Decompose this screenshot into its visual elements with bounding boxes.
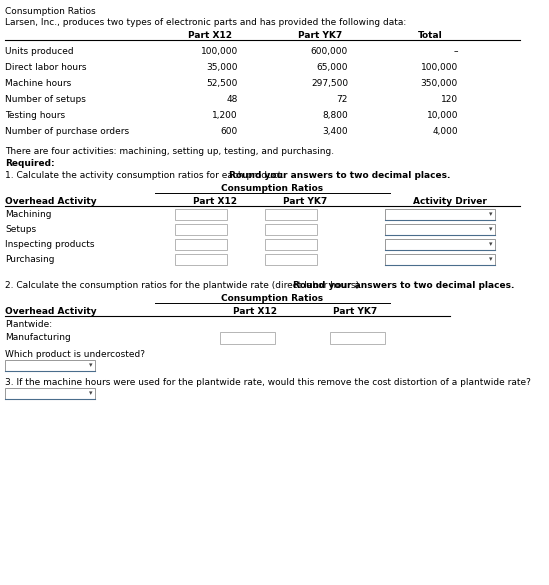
Text: Machining: Machining [5, 210, 52, 219]
Text: 52,500: 52,500 [206, 79, 238, 88]
Text: Inspecting products: Inspecting products [5, 240, 94, 249]
Text: Consumption Ratios: Consumption Ratios [221, 184, 323, 193]
Text: Units produced: Units produced [5, 47, 74, 56]
Text: 600,000: 600,000 [311, 47, 348, 56]
Text: ▾: ▾ [489, 212, 492, 218]
Text: 48: 48 [227, 95, 238, 104]
Text: Part YK7: Part YK7 [283, 197, 327, 206]
Text: 3,400: 3,400 [322, 127, 348, 136]
Text: 3. If the machine hours were used for the plantwide rate, would this remove the : 3. If the machine hours were used for th… [5, 378, 531, 387]
Bar [175, 209, 227, 220]
Text: 65,000: 65,000 [317, 63, 348, 72]
Text: 100,000: 100,000 [201, 47, 238, 56]
Bar [385, 239, 495, 250]
Text: ▾: ▾ [88, 391, 92, 397]
Text: Part X12: Part X12 [233, 307, 277, 316]
Text: Plantwide:: Plantwide: [5, 320, 52, 329]
Text: 1. Calculate the activity consumption ratios for each product.: 1. Calculate the activity consumption ra… [5, 171, 287, 180]
Bar [265, 209, 317, 220]
Text: Round your answers to two decimal places.: Round your answers to two decimal places… [228, 171, 450, 180]
Text: 120: 120 [441, 95, 458, 104]
Text: Overhead Activity: Overhead Activity [5, 307, 97, 316]
Bar [265, 224, 317, 235]
Bar [330, 332, 385, 344]
Text: Overhead Activity: Overhead Activity [5, 197, 97, 206]
Bar [5, 388, 95, 399]
Bar [175, 224, 227, 235]
Text: 8,800: 8,800 [322, 111, 348, 120]
Text: 4,000: 4,000 [433, 127, 458, 136]
Text: Purchasing: Purchasing [5, 255, 54, 264]
Text: ▾: ▾ [489, 256, 492, 263]
Text: 100,000: 100,000 [421, 63, 458, 72]
Text: 297,500: 297,500 [311, 79, 348, 88]
Bar [5, 360, 95, 371]
Text: ▾: ▾ [489, 226, 492, 232]
Text: Part YK7: Part YK7 [333, 307, 377, 316]
Text: Required:: Required: [5, 159, 54, 168]
Text: 2. Calculate the consumption ratios for the plantwide rate (direct labor hours).: 2. Calculate the consumption ratios for … [5, 281, 365, 290]
Bar [385, 209, 495, 220]
Text: 35,000: 35,000 [206, 63, 238, 72]
Text: 1,200: 1,200 [212, 111, 238, 120]
Text: Consumption Ratios: Consumption Ratios [5, 7, 96, 16]
Text: Number of setups: Number of setups [5, 95, 86, 104]
Bar [385, 254, 495, 265]
Bar [265, 239, 317, 250]
Text: ▾: ▾ [489, 242, 492, 247]
Text: Larsen, Inc., produces two types of electronic parts and has provided the follow: Larsen, Inc., produces two types of elec… [5, 18, 406, 27]
Bar [220, 332, 275, 344]
Bar [265, 254, 317, 265]
Text: –: – [453, 47, 458, 56]
Text: 72: 72 [337, 95, 348, 104]
Text: ▾: ▾ [88, 363, 92, 369]
Text: Which product is undercosted?: Which product is undercosted? [5, 350, 145, 359]
Text: Number of purchase orders: Number of purchase orders [5, 127, 129, 136]
Text: Part YK7: Part YK7 [298, 31, 342, 40]
Bar [175, 239, 227, 250]
Text: There are four activities: machining, setting up, testing, and purchasing.: There are four activities: machining, se… [5, 147, 334, 156]
Text: Testing hours: Testing hours [5, 111, 65, 120]
Text: Total: Total [418, 31, 442, 40]
Text: Machine hours: Machine hours [5, 79, 71, 88]
Text: Consumption Ratios: Consumption Ratios [221, 294, 323, 303]
Text: Manufacturing: Manufacturing [5, 333, 71, 342]
Text: Activity Driver: Activity Driver [413, 197, 487, 206]
Text: Part X12: Part X12 [193, 197, 237, 206]
Text: 600: 600 [221, 127, 238, 136]
Text: 350,000: 350,000 [421, 79, 458, 88]
Bar [385, 224, 495, 235]
Text: Part X12: Part X12 [188, 31, 232, 40]
Text: Round your answers to two decimal places.: Round your answers to two decimal places… [293, 281, 514, 290]
Text: Setups: Setups [5, 225, 36, 234]
Text: 10,000: 10,000 [427, 111, 458, 120]
Text: Direct labor hours: Direct labor hours [5, 63, 87, 72]
Bar [175, 254, 227, 265]
